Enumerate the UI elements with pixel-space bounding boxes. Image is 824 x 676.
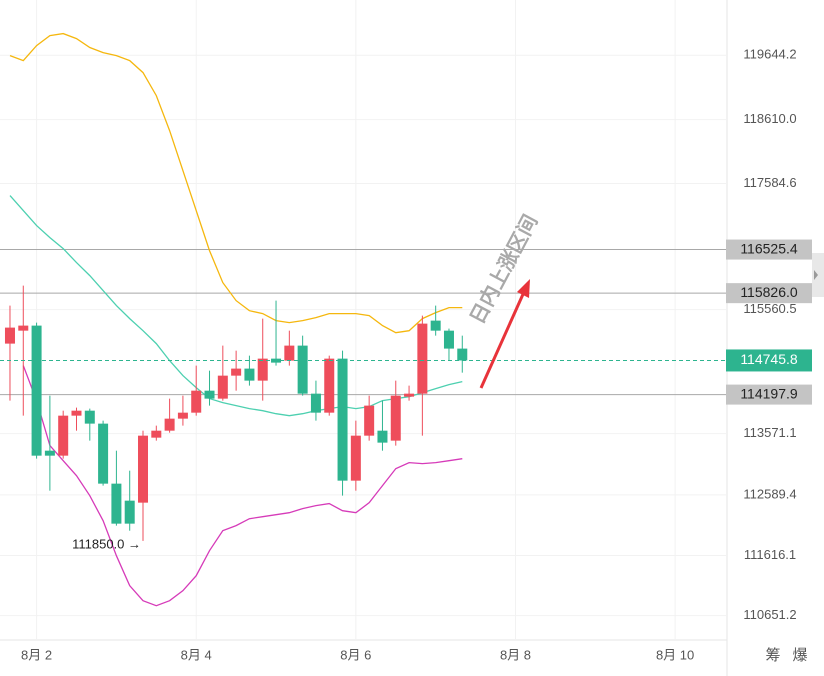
- candle-body: [217, 375, 228, 399]
- candle-body: [18, 325, 29, 331]
- candle-body: [191, 390, 202, 413]
- scroll-arrow: [814, 270, 818, 280]
- candle-body: [164, 418, 175, 431]
- candle-body: [337, 358, 348, 481]
- candle-body: [457, 348, 468, 361]
- candle-body: [44, 450, 55, 456]
- x-tick-label: 8月 2: [21, 647, 52, 662]
- plot: 111850.0 →: [0, 0, 727, 640]
- candle-body: [58, 415, 69, 456]
- level-label: 114197.9: [740, 385, 798, 401]
- candle-body: [138, 435, 149, 503]
- candle-body: [4, 327, 15, 344]
- candle-body: [244, 368, 255, 381]
- candle-body: [364, 405, 375, 436]
- last-price-label: 114745.8: [740, 351, 798, 367]
- y-tick-label: 117584.6: [743, 175, 796, 190]
- level-label: 116525.4: [740, 240, 798, 256]
- candle-body: [177, 412, 188, 419]
- candle-body: [31, 325, 42, 456]
- candle-body: [284, 345, 295, 361]
- low-annotation: 111850.0 →: [72, 536, 141, 551]
- level-box: [726, 283, 812, 304]
- band-line: [22, 365, 463, 607]
- candle-body: [310, 393, 321, 413]
- candle-body: [390, 395, 401, 441]
- y-tick-label: 112589.4: [743, 486, 796, 501]
- x-tick-label: 8月 6: [340, 647, 371, 662]
- candle-body: [98, 423, 109, 484]
- candle-body: [84, 410, 95, 424]
- band-line: [9, 195, 463, 417]
- y-tick-label: 115560.5: [743, 301, 796, 316]
- candle-body: [377, 430, 388, 443]
- candle-body: [151, 430, 162, 438]
- last-price-box: [726, 349, 812, 372]
- candle-body: [71, 410, 82, 416]
- toolbar-button[interactable]: 爆: [792, 647, 807, 664]
- x-tick-label: 8月 4: [181, 647, 212, 662]
- y-tick-label: 113571.1: [743, 425, 796, 440]
- candle-body: [231, 368, 242, 376]
- candle-body: [297, 345, 308, 394]
- toolbar-button[interactable]: 筹: [765, 647, 780, 664]
- candle-body: [257, 358, 268, 381]
- candle-body: [204, 390, 215, 399]
- candle-body: [443, 330, 454, 349]
- arrow: [479, 291, 526, 389]
- candle-body: [324, 358, 335, 413]
- band-line: [9, 32, 463, 334]
- arrow-head: [517, 279, 530, 298]
- candle-body: [111, 483, 122, 524]
- x-tick-label: 8月 10: [656, 647, 694, 662]
- level-box: [726, 384, 812, 405]
- candle-body: [430, 320, 441, 331]
- candle-body: [124, 500, 135, 524]
- level-box: [726, 239, 812, 260]
- y-tick-label: 111616.1: [744, 547, 796, 562]
- y-tick-label: 110651.2: [743, 607, 796, 622]
- y-tick-label: 118610.0: [743, 111, 796, 126]
- candle-body: [350, 435, 361, 481]
- level-label: 115826.0: [740, 284, 798, 300]
- y-tick-label: 119644.2: [743, 47, 796, 62]
- x-tick-label: 8月 8: [500, 647, 531, 662]
- candle-body: [404, 393, 415, 397]
- candle-body: [417, 323, 428, 394]
